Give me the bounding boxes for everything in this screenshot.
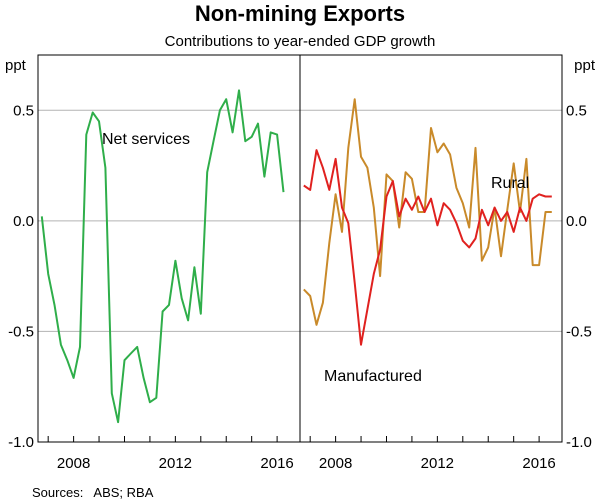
right-xtick-label-0: 2008 (319, 455, 352, 472)
right-axis-unit-label: ppt (574, 57, 596, 74)
left-ytick-label-2: -0.5 (8, 323, 34, 340)
right-ytick-label-2: -0.5 (566, 323, 592, 340)
series-line-manufactured (303, 149, 552, 346)
right-ytick-label-3: -1.0 (566, 434, 592, 451)
right-ytick-label-0: 0.5 (566, 102, 587, 119)
left-axis-unit-label: ppt (5, 57, 27, 74)
series-line-net-services (40, 89, 285, 424)
line-layer (40, 89, 552, 424)
right-ytick-label-1: 0.0 (566, 213, 587, 230)
right-xtick-label-2: 2016 (522, 455, 555, 472)
left-xtick-label-0: 2008 (57, 455, 90, 472)
axis-layer: 0.5 0.0 -0.5 -1.0 2008 2012 2016 0.5 0.0 -0.5 -1.0… (8, 102, 592, 472)
left-xtick-label-1: 2012 (159, 455, 192, 472)
left-ytick-label-1: 0.0 (13, 213, 34, 230)
source-note: Sources: ABS; RBA (32, 485, 154, 500)
legend-net-services: Net services (102, 131, 190, 148)
legend-manufactured: Manufactured (324, 368, 422, 385)
chart-subtitle: Contributions to year-ended GDP growth (165, 33, 436, 50)
legend-rural: Rural (491, 175, 529, 192)
left-ytick-label-3: -1.0 (8, 434, 34, 451)
left-xtick-label-2: 2016 (260, 455, 293, 472)
chart-title: Non-mining Exports (195, 1, 405, 26)
series-line-rural (303, 98, 552, 326)
left-ytick-label-0: 0.5 (13, 102, 34, 119)
right-xtick-label-1: 2012 (421, 455, 454, 472)
